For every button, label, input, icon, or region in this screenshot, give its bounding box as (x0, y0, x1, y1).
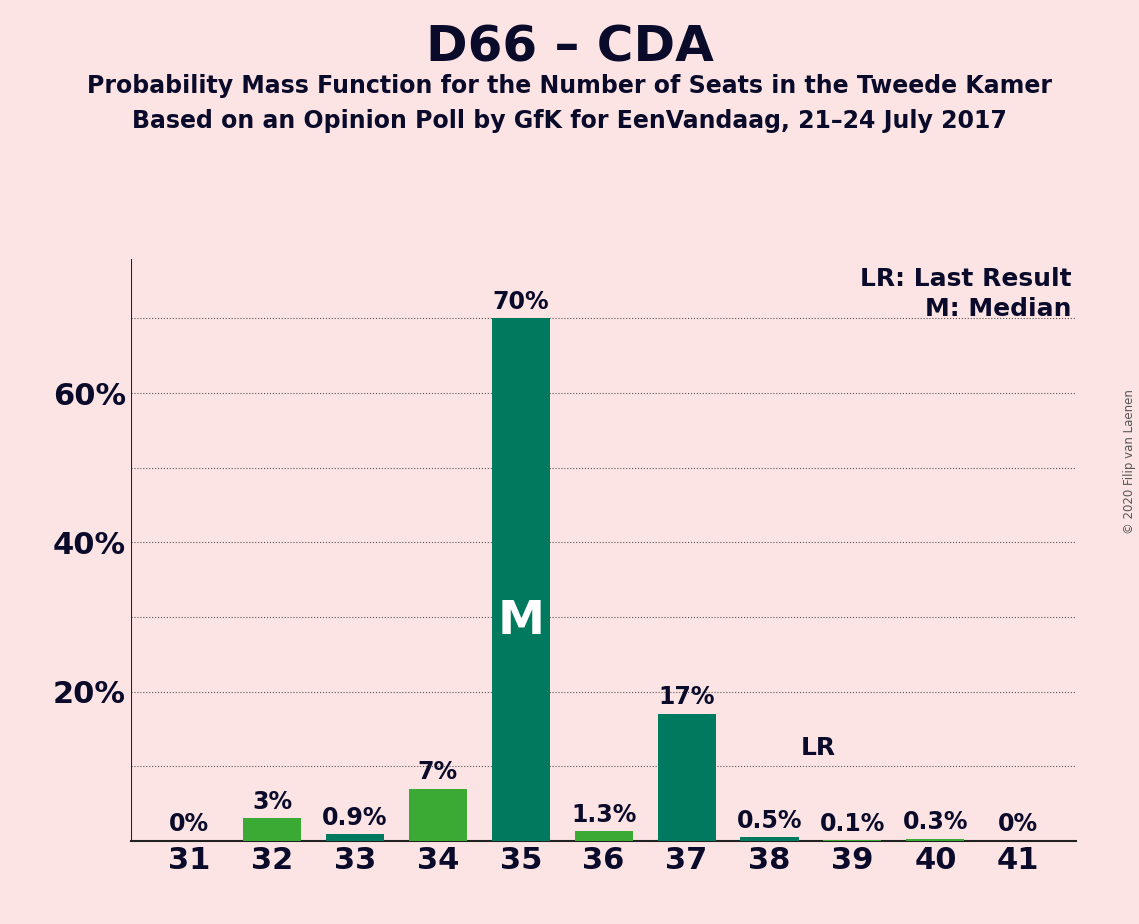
Text: 1.3%: 1.3% (571, 803, 637, 827)
Text: M: M (498, 599, 544, 644)
Text: D66 – CDA: D66 – CDA (426, 23, 713, 71)
Text: LR: Last Result: LR: Last Result (860, 267, 1072, 291)
Bar (492, 319, 550, 841)
Bar (326, 834, 384, 841)
Bar (243, 819, 301, 841)
Text: 70%: 70% (492, 290, 549, 314)
Text: Probability Mass Function for the Number of Seats in the Tweede Kamer: Probability Mass Function for the Number… (87, 74, 1052, 98)
Text: LR: LR (801, 736, 836, 760)
Text: 0.5%: 0.5% (737, 808, 802, 833)
Text: 0.9%: 0.9% (322, 806, 387, 830)
Text: 0.3%: 0.3% (902, 810, 968, 834)
Bar (575, 832, 632, 841)
Text: 17%: 17% (658, 686, 715, 710)
Text: 3%: 3% (252, 790, 292, 814)
Text: © 2020 Filip van Laenen: © 2020 Filip van Laenen (1123, 390, 1137, 534)
Text: 0.1%: 0.1% (820, 811, 885, 835)
Bar (740, 837, 798, 841)
Text: M: Median: M: Median (925, 297, 1072, 321)
Bar (409, 788, 467, 841)
Text: 7%: 7% (418, 760, 458, 784)
Bar (657, 714, 715, 841)
Text: Based on an Opinion Poll by GfK for EenVandaag, 21–24 July 2017: Based on an Opinion Poll by GfK for EenV… (132, 109, 1007, 133)
Bar (907, 839, 965, 841)
Text: 0%: 0% (169, 812, 210, 836)
Text: 0%: 0% (998, 812, 1039, 836)
